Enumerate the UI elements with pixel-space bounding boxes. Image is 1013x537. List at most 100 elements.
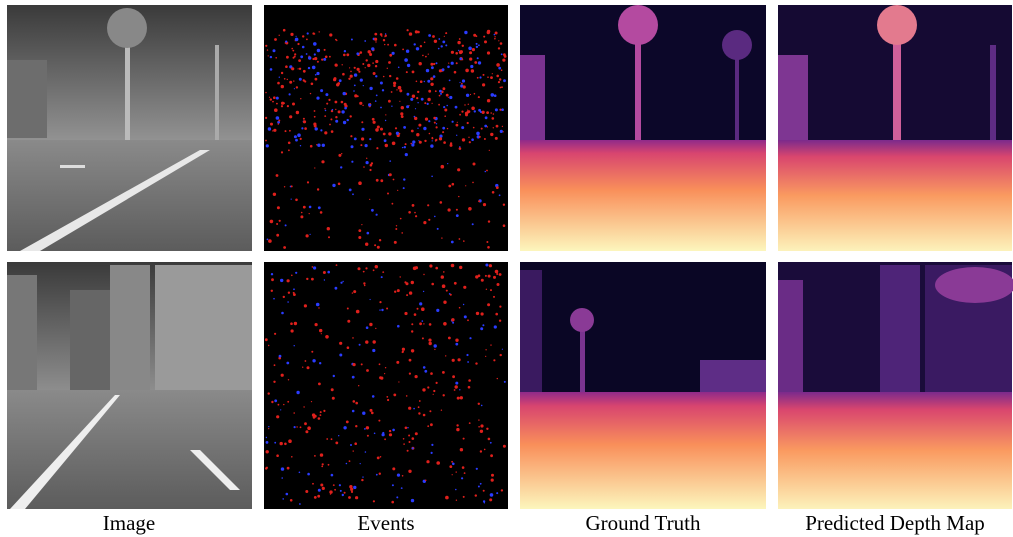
event-dot xyxy=(428,34,431,37)
event-dot xyxy=(359,344,361,346)
event-dot xyxy=(361,363,363,365)
event-dot xyxy=(433,63,435,65)
event-dot xyxy=(323,410,325,412)
event-dot xyxy=(289,115,292,118)
event-dot xyxy=(286,56,289,59)
event-dot xyxy=(367,232,370,235)
event-dot xyxy=(417,102,418,103)
event-dot xyxy=(496,125,499,128)
event-dot xyxy=(388,61,391,64)
event-dot xyxy=(303,79,305,81)
event-dot xyxy=(447,128,448,129)
event-dot xyxy=(375,100,377,102)
event-dot xyxy=(266,450,269,453)
event-dot xyxy=(313,416,316,419)
event-dot xyxy=(461,83,463,85)
event-dot xyxy=(456,471,457,472)
event-dot xyxy=(462,59,463,60)
event-dot xyxy=(499,306,501,308)
event-dot xyxy=(392,467,395,470)
event-dot xyxy=(349,67,350,68)
event-dot xyxy=(409,291,412,294)
event-dot xyxy=(327,227,330,230)
event-dot xyxy=(449,96,452,99)
event-dot xyxy=(376,179,379,182)
event-dot xyxy=(301,212,303,214)
event-dot xyxy=(495,313,498,316)
event-dot xyxy=(369,53,372,56)
event-dot xyxy=(463,496,465,498)
event-dot xyxy=(417,308,419,310)
event-dot xyxy=(354,85,356,87)
event-dot xyxy=(405,427,408,430)
event-dot xyxy=(312,58,314,60)
event-dot xyxy=(405,143,407,145)
event-dot xyxy=(408,435,410,437)
event-dot xyxy=(409,359,412,362)
event-dot xyxy=(483,203,486,206)
event-dot xyxy=(366,161,369,164)
event-dot xyxy=(296,391,299,394)
event-dot xyxy=(355,425,357,427)
caption: Image xyxy=(103,511,155,535)
event-dot xyxy=(445,355,446,356)
event-dot xyxy=(406,71,408,73)
event-dot xyxy=(335,287,338,290)
event-dot xyxy=(425,56,427,58)
event-dot xyxy=(468,207,472,211)
event-dot xyxy=(427,425,429,427)
event-dot xyxy=(498,40,499,41)
event-dot xyxy=(300,98,301,99)
event-dot xyxy=(270,68,273,71)
event-dot xyxy=(392,429,395,432)
event-dot xyxy=(364,285,366,287)
event-dot xyxy=(400,218,402,220)
event-dot xyxy=(381,309,383,311)
event-dot xyxy=(384,44,385,45)
event-dot xyxy=(340,282,342,284)
event-dot xyxy=(498,67,501,70)
event-dot xyxy=(446,105,448,107)
caption: Events xyxy=(357,511,414,535)
event-dot xyxy=(373,121,376,124)
event-dot xyxy=(414,313,417,316)
event-dot xyxy=(274,399,277,402)
event-dot xyxy=(492,191,495,194)
event-dot xyxy=(386,396,388,398)
event-dot xyxy=(456,424,458,426)
event-dot xyxy=(485,275,487,277)
event-dot xyxy=(362,476,363,477)
event-dot xyxy=(440,93,442,95)
event-dot xyxy=(380,456,382,458)
event-dot xyxy=(476,468,478,470)
event-dot xyxy=(279,220,281,222)
event-dot xyxy=(265,117,267,119)
event-dot xyxy=(412,95,415,98)
event-dot xyxy=(317,188,319,190)
event-dot xyxy=(448,208,451,211)
event-dot xyxy=(430,83,433,86)
event-dot xyxy=(420,45,422,47)
event-dot xyxy=(382,271,384,273)
event-dot xyxy=(295,272,297,274)
event-dot xyxy=(422,337,424,339)
event-dot xyxy=(372,62,374,64)
event-dot xyxy=(415,266,418,269)
event-dot xyxy=(340,166,342,168)
event-dot xyxy=(442,284,446,288)
event-dot xyxy=(462,466,465,469)
event-dot xyxy=(285,224,287,226)
event-dot xyxy=(452,121,454,123)
event-dot xyxy=(429,133,431,135)
event-dot xyxy=(464,104,465,105)
event-dot xyxy=(274,333,276,335)
event-dot xyxy=(366,426,369,429)
event-dot xyxy=(443,301,446,304)
event-dot xyxy=(315,127,318,130)
event-dot xyxy=(299,503,301,505)
event-dot xyxy=(344,50,346,52)
event-dot xyxy=(490,133,493,136)
event-dot xyxy=(303,406,304,407)
event-dot xyxy=(385,33,386,34)
event-dot xyxy=(389,54,392,57)
